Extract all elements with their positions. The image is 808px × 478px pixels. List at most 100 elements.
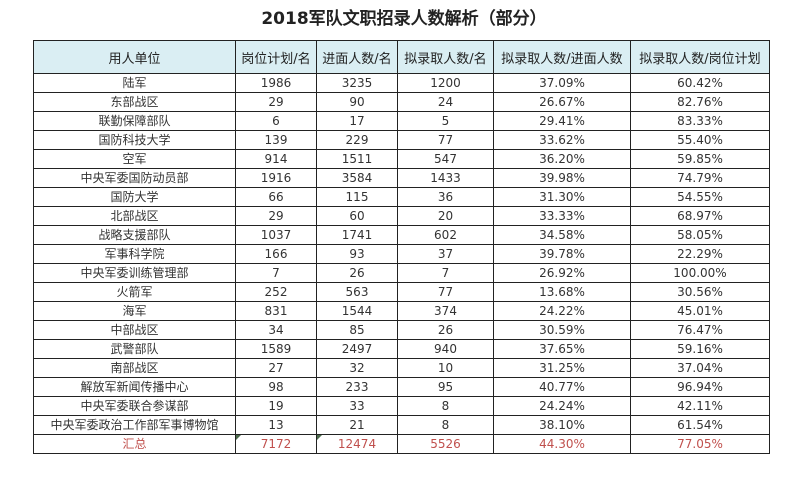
cell-unit: 中央军委训练管理部 [33, 263, 236, 283]
table-row: 中央军委联合参谋部 19 33 8 24.24% 42.11% [33, 396, 770, 416]
cell-admit-plan-ratio: 59.16% [630, 339, 770, 359]
cell-admit-plan-ratio: 61.54% [630, 415, 770, 435]
cell-interview: 1511 [316, 149, 398, 169]
cell-interview: 229 [316, 130, 398, 150]
cell-plan: 166 [235, 244, 317, 264]
cell-admit-interview-ratio: 30.59% [493, 320, 631, 340]
cell-admitted: 10 [397, 358, 494, 378]
cell-plan: 29 [235, 206, 317, 226]
table-row: 军事科学院 166 93 37 39.78% 22.29% [33, 244, 770, 264]
cell-admit-plan-ratio: 100.00% [630, 263, 770, 283]
cell-admitted: 8 [397, 396, 494, 416]
cell-plan: 1986 [235, 73, 317, 93]
total-cell-interview: 12474 [316, 434, 398, 454]
table-row: 武警部队 1589 2497 940 37.65% 59.16% [33, 339, 770, 359]
cell-plan: 1589 [235, 339, 317, 359]
table-row: 陆军 1986 3235 1200 37.09% 60.42% [33, 73, 770, 93]
table-header-row: 用人单位 岗位计划/名 进面人数/名 拟录取人数/名 拟录取人数/进面人数 拟录… [33, 40, 770, 74]
cell-admit-plan-ratio: 45.01% [630, 301, 770, 321]
cell-interview: 1544 [316, 301, 398, 321]
table-row: 火箭军 252 563 77 13.68% 30.56% [33, 282, 770, 302]
cell-admit-interview-ratio: 26.92% [493, 263, 631, 283]
header-admit-interview-ratio: 拟录取人数/进面人数 [493, 40, 631, 74]
cell-plan: 34 [235, 320, 317, 340]
cell-interview: 3584 [316, 168, 398, 188]
total-row: 汇总 7172 12474 5526 44.30% 77.05% [33, 434, 770, 454]
cell-admit-interview-ratio: 33.33% [493, 206, 631, 226]
cell-admit-plan-ratio: 22.29% [630, 244, 770, 264]
cell-unit: 军事科学院 [33, 244, 236, 264]
table-row: 东部战区 29 90 24 26.67% 82.76% [33, 92, 770, 112]
header-unit: 用人单位 [33, 40, 236, 74]
cell-unit: 中央军委联合参谋部 [33, 396, 236, 416]
table-row: 中央军委政治工作部军事博物馆 13 21 8 38.10% 61.54% [33, 415, 770, 435]
header-plan: 岗位计划/名 [235, 40, 317, 74]
cell-unit: 空军 [33, 149, 236, 169]
cell-admitted: 1433 [397, 168, 494, 188]
cell-admitted: 37 [397, 244, 494, 264]
cell-plan: 914 [235, 149, 317, 169]
cell-admit-interview-ratio: 37.09% [493, 73, 631, 93]
cell-unit: 火箭军 [33, 282, 236, 302]
cell-admit-interview-ratio: 39.98% [493, 168, 631, 188]
cell-unit: 国防科技大学 [33, 130, 236, 150]
cell-admit-interview-ratio: 40.77% [493, 377, 631, 397]
total-cell-plan: 7172 [235, 434, 317, 454]
header-admit-plan-ratio: 拟录取人数/岗位计划 [630, 40, 770, 74]
cell-interview: 233 [316, 377, 398, 397]
cell-admit-interview-ratio: 38.10% [493, 415, 631, 435]
cell-admit-interview-ratio: 26.67% [493, 92, 631, 112]
table-row: 中央军委训练管理部 7 26 7 26.92% 100.00% [33, 263, 770, 283]
cell-admit-plan-ratio: 58.05% [630, 225, 770, 245]
cell-unit: 国防大学 [33, 187, 236, 207]
cell-admit-plan-ratio: 68.97% [630, 206, 770, 226]
cell-admit-interview-ratio: 34.58% [493, 225, 631, 245]
cell-admit-plan-ratio: 30.56% [630, 282, 770, 302]
cell-interview: 93 [316, 244, 398, 264]
cell-admit-plan-ratio: 74.79% [630, 168, 770, 188]
cell-admitted: 547 [397, 149, 494, 169]
cell-admitted: 1200 [397, 73, 494, 93]
recruitment-table: 用人单位 岗位计划/名 进面人数/名 拟录取人数/名 拟录取人数/进面人数 拟录… [33, 40, 770, 454]
cell-plan: 7 [235, 263, 317, 283]
cell-admit-plan-ratio: 82.76% [630, 92, 770, 112]
cell-unit: 北部战区 [33, 206, 236, 226]
table-row: 中部战区 34 85 26 30.59% 76.47% [33, 320, 770, 340]
cell-admit-plan-ratio: 55.40% [630, 130, 770, 150]
cell-unit: 中央军委政治工作部军事博物馆 [33, 415, 236, 435]
cell-interview: 563 [316, 282, 398, 302]
cell-plan: 1916 [235, 168, 317, 188]
cell-plan: 29 [235, 92, 317, 112]
cell-plan: 19 [235, 396, 317, 416]
header-interview: 进面人数/名 [316, 40, 398, 74]
cell-interview: 2497 [316, 339, 398, 359]
total-cell-admit-interview-ratio: 44.30% [493, 434, 631, 454]
cell-unit: 陆军 [33, 73, 236, 93]
cell-admit-interview-ratio: 31.30% [493, 187, 631, 207]
cell-interview: 1741 [316, 225, 398, 245]
cell-admitted: 77 [397, 282, 494, 302]
cell-admit-interview-ratio: 37.65% [493, 339, 631, 359]
cell-admit-interview-ratio: 36.20% [493, 149, 631, 169]
cell-admit-interview-ratio: 29.41% [493, 111, 631, 131]
cell-interview: 33 [316, 396, 398, 416]
cell-interview: 26 [316, 263, 398, 283]
cell-admitted: 77 [397, 130, 494, 150]
cell-interview: 60 [316, 206, 398, 226]
cell-unit: 南部战区 [33, 358, 236, 378]
total-cell-admitted: 5526 [397, 434, 494, 454]
cell-unit: 中部战区 [33, 320, 236, 340]
cell-admit-plan-ratio: 60.42% [630, 73, 770, 93]
cell-admitted: 24 [397, 92, 494, 112]
table-row: 联勤保障部队 6 17 5 29.41% 83.33% [33, 111, 770, 131]
total-cell-admit-plan-ratio: 77.05% [630, 434, 770, 454]
cell-admit-interview-ratio: 39.78% [493, 244, 631, 264]
cell-plan: 139 [235, 130, 317, 150]
cell-unit: 战略支援部队 [33, 225, 236, 245]
cell-admit-plan-ratio: 76.47% [630, 320, 770, 340]
cell-unit: 东部战区 [33, 92, 236, 112]
cell-admit-interview-ratio: 31.25% [493, 358, 631, 378]
table-row: 空军 914 1511 547 36.20% 59.85% [33, 149, 770, 169]
cell-interview: 90 [316, 92, 398, 112]
cell-interview: 85 [316, 320, 398, 340]
